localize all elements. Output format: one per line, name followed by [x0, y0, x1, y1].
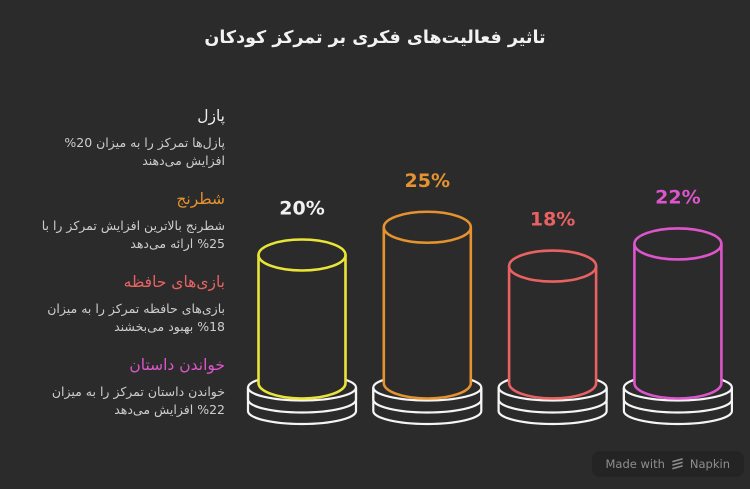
legend-section-story-reading: خواندن داستان خواندن داستان تمرکز را به …: [28, 355, 225, 418]
page-title: تاثیر فعالیت‌های فکری بر تمرکز کودکان: [204, 28, 546, 48]
value-label-1: 25%: [405, 170, 450, 192]
napkin-logo-icon: [672, 458, 683, 470]
cylinder-3: 22%: [622, 186, 734, 426]
legend-heading: شطرنج: [176, 190, 225, 208]
legend-section-puzzle: پازل پازل‌ها تمرکز را به میزان 20% افزای…: [28, 106, 225, 169]
value-label-3: 22%: [655, 186, 700, 208]
value-label-2: 18%: [530, 209, 575, 231]
cylinder-2: 18%: [497, 209, 608, 426]
made-with-text: Made with: [605, 457, 665, 471]
legend-heading: پازل: [197, 107, 225, 125]
cylinder-0: 20%: [246, 198, 358, 426]
legend-section-memory-games: بازی‌های حافظه بازی‌های حافظه تمرکز را ب…: [28, 272, 225, 335]
value-label-0: 20%: [279, 198, 324, 220]
legend-panel: پازل پازل‌ها تمرکز را به میزان 20% افزای…: [28, 106, 225, 438]
legend-heading: بازی‌های حافظه: [123, 273, 225, 291]
legend-section-chess: شطرنج شطرنج بالاترین افزایش تمرکز را با …: [28, 189, 225, 252]
legend-heading: خواندن داستان: [129, 356, 225, 374]
watermark-badge[interactable]: Made with Napkin: [591, 451, 744, 477]
legend-body: بازی‌های حافظه تمرکز را به میزان 18% بهب…: [47, 301, 225, 334]
legend-body: خواندن داستان تمرکز را به میزان 22% افزا…: [51, 384, 225, 417]
legend-body: شطرنج بالاترین افزایش تمرکز را با 25% ار…: [41, 218, 225, 251]
brand-name: Napkin: [689, 457, 730, 471]
legend-body: پازل‌ها تمرکز را به میزان 20% افزایش می‌…: [64, 135, 225, 168]
cylinder-1: 25%: [372, 170, 483, 426]
